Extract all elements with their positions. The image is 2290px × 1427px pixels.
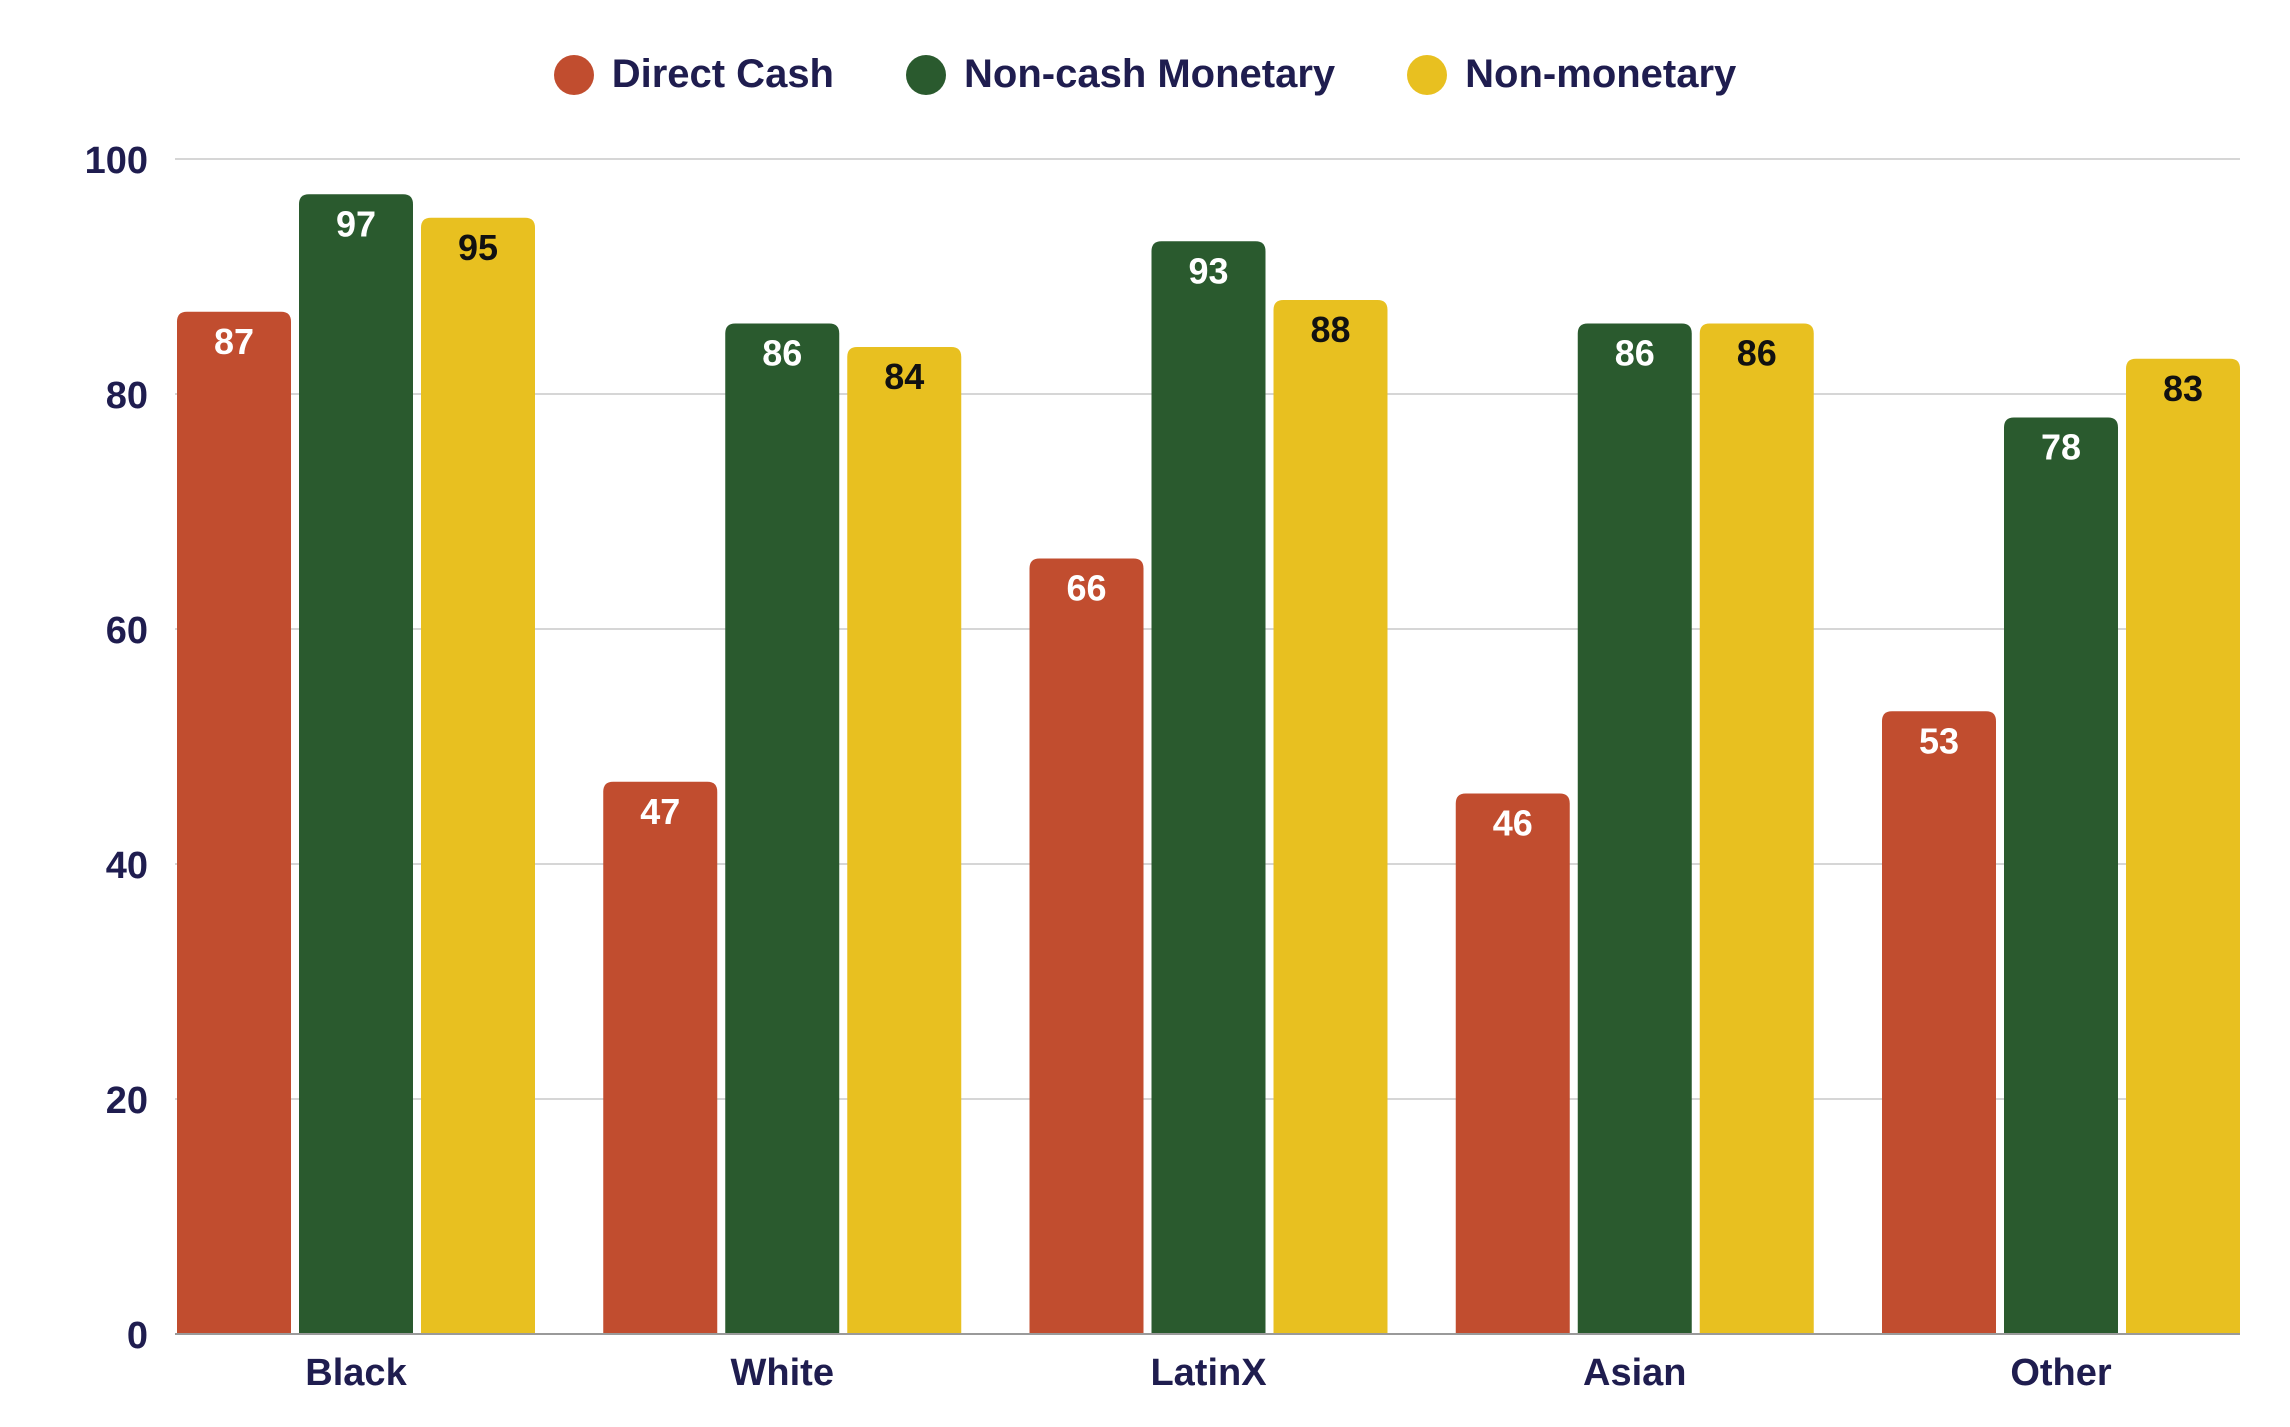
value-label-direct-cash-white: 47 xyxy=(640,791,680,832)
value-label-direct-cash-latinx: 66 xyxy=(1066,568,1106,609)
legend-label-direct-cash: Direct Cash xyxy=(611,52,834,96)
legend-swatch-non-monetary xyxy=(1407,54,1448,95)
bar-direct-cash-latinx[interactable] xyxy=(1029,558,1144,1335)
bar-direct-cash-asian[interactable] xyxy=(1455,793,1570,1335)
legend-swatch-non-cash-monetary xyxy=(906,54,946,95)
bar-value-labels: 87 97 95 47 86 84 66 93 88 46 86 86 53 78 83 xyxy=(214,203,2203,843)
bar-non-monetary-other[interactable] xyxy=(2126,358,2240,1334)
y-tick-label-60: 60 xyxy=(106,610,148,652)
value-label-direct-cash-other: 53 xyxy=(1919,720,1959,761)
bar-direct-cash-black[interactable] xyxy=(177,311,291,1334)
legend: Direct Cash Non-cash Monetary Non-moneta… xyxy=(0,52,2290,97)
y-tick-label-0: 0 xyxy=(127,1315,148,1357)
legend-label-non-cash-monetary: Non-cash Monetary xyxy=(964,52,1336,96)
value-label-non-monetary-black: 95 xyxy=(458,227,498,268)
value-label-non-cash-monetary-white: 86 xyxy=(762,333,802,374)
bar-direct-cash-white[interactable] xyxy=(603,781,718,1334)
bar-direct-cash-other[interactable] xyxy=(1882,711,1996,1334)
x-tick-label-latinx: LatinX xyxy=(1150,1352,1267,1394)
x-tick-label-asian: Asian xyxy=(1583,1352,1686,1394)
value-label-non-monetary-latinx: 88 xyxy=(1310,309,1350,350)
value-label-non-cash-monetary-black: 97 xyxy=(336,203,376,244)
bar-non-cash-monetary-white[interactable] xyxy=(725,323,840,1335)
legend-item-non-monetary[interactable]: Non-monetary xyxy=(1407,52,1736,97)
value-label-direct-cash-black: 87 xyxy=(214,321,254,362)
bar-non-monetary-latinx[interactable] xyxy=(1273,300,1388,1334)
x-tick-label-white: White xyxy=(731,1352,834,1394)
bars xyxy=(177,194,2240,1334)
bar-non-cash-monetary-asian[interactable] xyxy=(1577,323,1692,1335)
bar-non-cash-monetary-latinx[interactable] xyxy=(1151,241,1266,1334)
x-tick-label-other: Other xyxy=(2010,1352,2112,1394)
y-axis-ticks: 0 20 40 60 80 100 xyxy=(85,140,148,1357)
y-tick-label-100: 100 xyxy=(85,140,148,182)
value-label-non-monetary-other: 83 xyxy=(2163,368,2203,409)
x-tick-label-black: Black xyxy=(305,1352,407,1394)
value-label-non-cash-monetary-other: 78 xyxy=(2041,427,2081,468)
y-tick-label-40: 40 xyxy=(106,845,148,887)
bar-non-monetary-black[interactable] xyxy=(421,217,535,1334)
bar-non-monetary-asian[interactable] xyxy=(1699,323,1814,1335)
x-axis-ticks: Black White LatinX Asian Other xyxy=(175,1333,2240,1394)
value-label-non-cash-monetary-asian: 86 xyxy=(1615,333,1655,374)
value-label-non-monetary-asian: 86 xyxy=(1737,333,1777,374)
legend-item-non-cash-monetary[interactable]: Non-cash Monetary xyxy=(906,52,1335,97)
value-label-direct-cash-asian: 46 xyxy=(1493,803,1533,844)
legend-label-non-monetary: Non-monetary xyxy=(1465,52,1737,96)
legend-swatch-direct-cash xyxy=(553,54,594,95)
value-label-non-monetary-white: 84 xyxy=(884,356,924,397)
y-tick-label-20: 20 xyxy=(106,1080,148,1122)
y-tick-label-80: 80 xyxy=(106,375,148,417)
bar-non-monetary-white[interactable] xyxy=(847,347,962,1334)
value-label-non-cash-monetary-latinx: 93 xyxy=(1188,250,1228,291)
legend-item-direct-cash[interactable]: Direct Cash xyxy=(553,52,834,97)
bar-non-cash-monetary-other[interactable] xyxy=(2004,417,2118,1335)
bar-non-cash-monetary-black[interactable] xyxy=(299,194,413,1334)
